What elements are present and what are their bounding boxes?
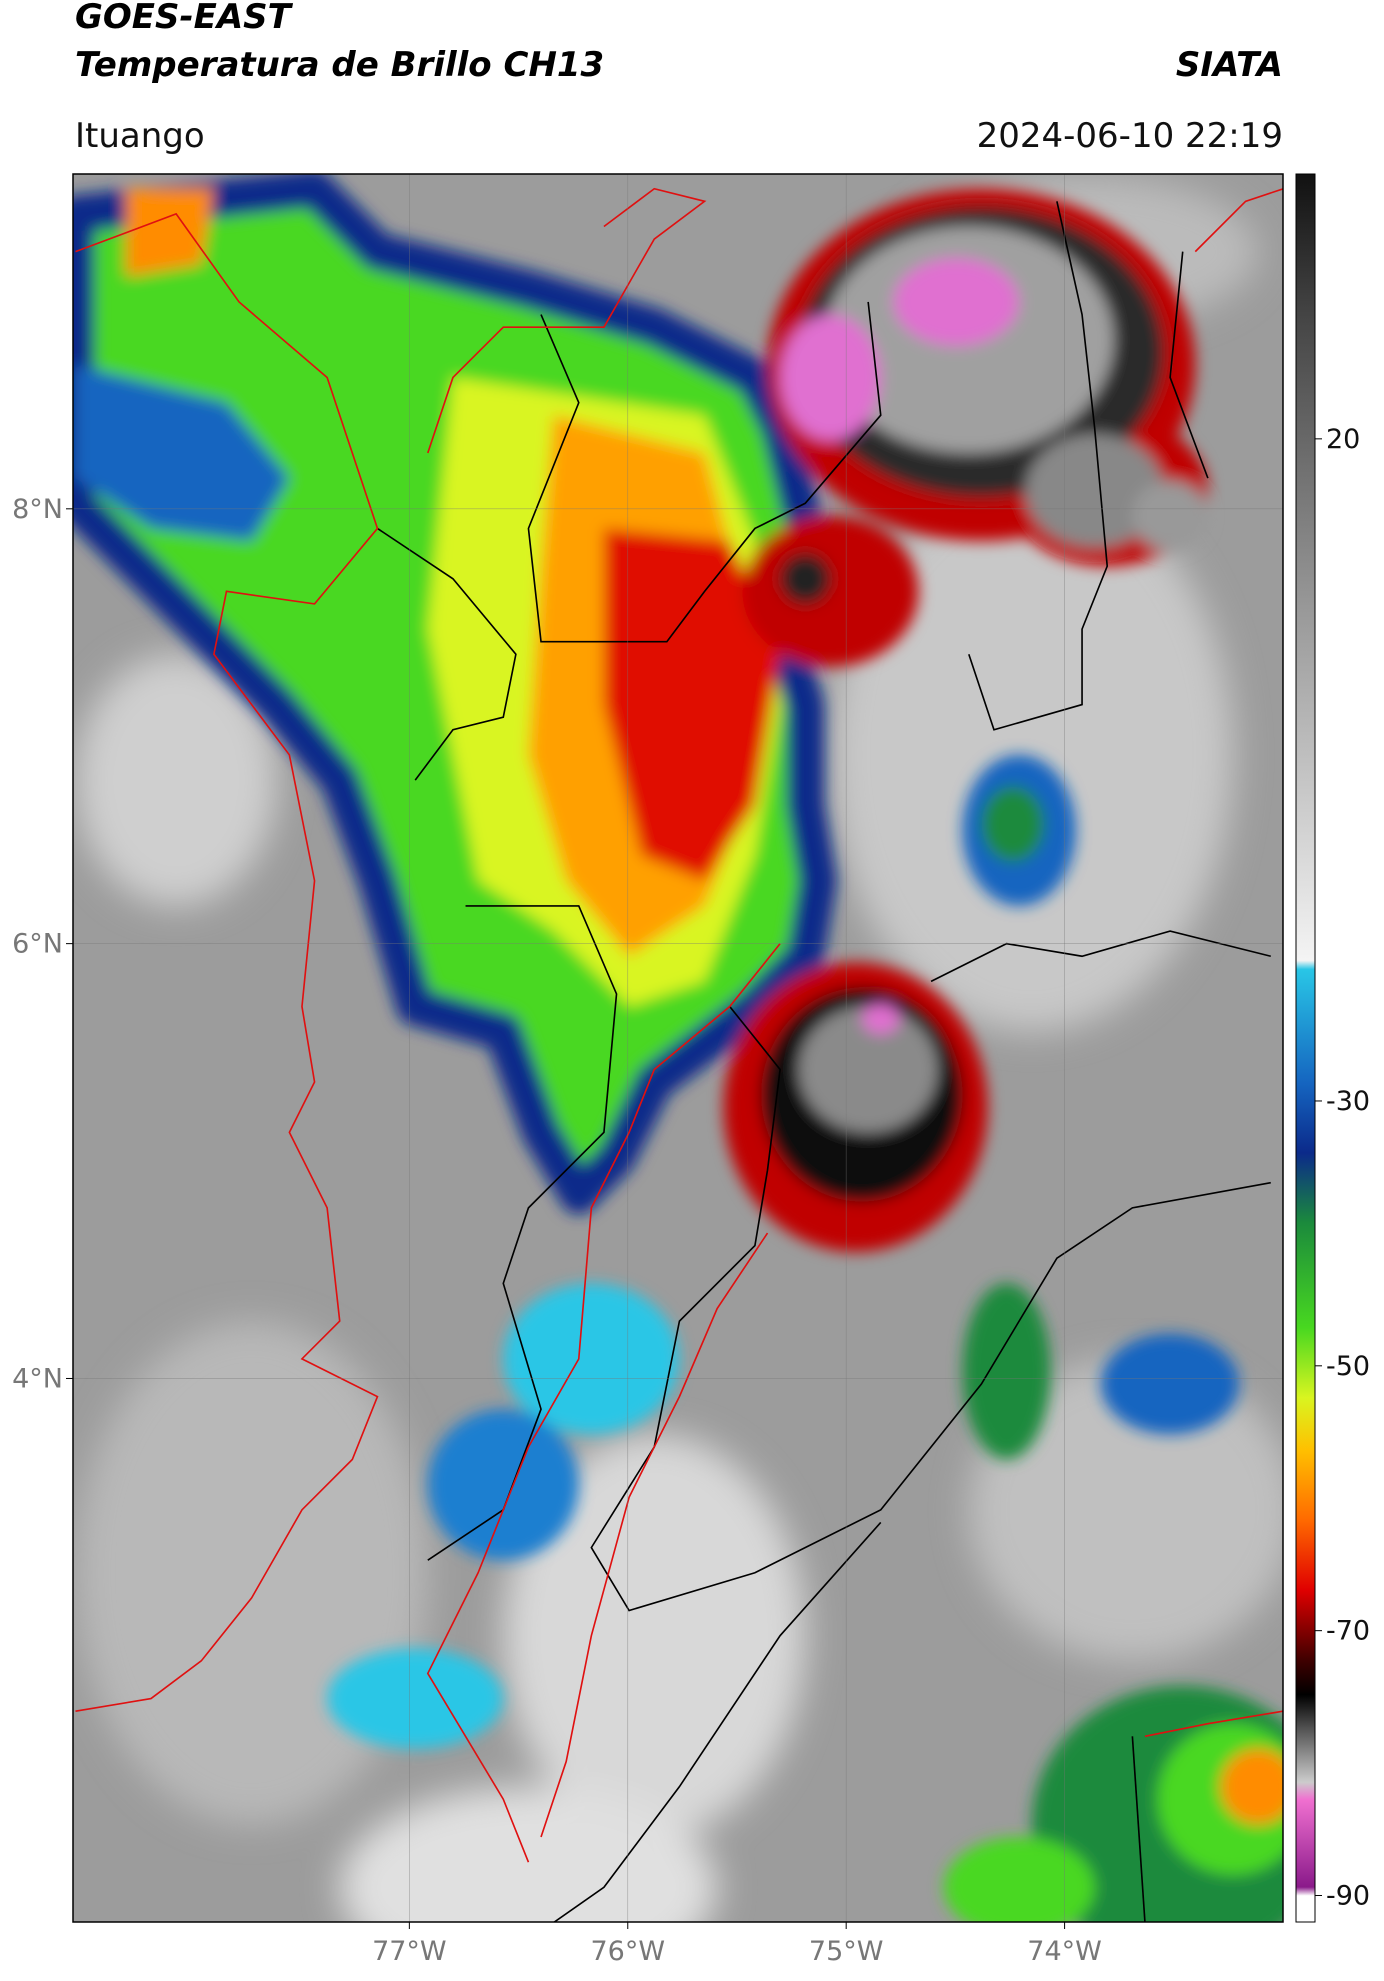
lat-label: 6°N (12, 929, 63, 960)
location: Ituango (75, 116, 205, 156)
lat-label: 8°N (12, 494, 63, 525)
colorbar-label: -70 (1326, 1616, 1370, 1647)
subtitle: Temperatura de Brillo CH13 (75, 45, 604, 85)
colorbar-label: -90 (1326, 1881, 1370, 1912)
lon-label: 75°W (809, 1936, 884, 1967)
colorbar-label: 20 (1326, 424, 1360, 455)
lon-label: 77°W (372, 1936, 447, 1967)
datetime: 2024-06-10 22:19 (977, 116, 1283, 156)
title: GOES-EAST (75, 0, 294, 37)
map-frame (72, 173, 1284, 1923)
lon-label: 76°W (590, 1936, 665, 1967)
colorbar (1295, 173, 1316, 1923)
lat-label: 4°N (12, 1363, 63, 1394)
colorbar-label: -50 (1326, 1351, 1370, 1382)
satellite-image (73, 174, 1283, 1922)
lon-label: 74°W (1027, 1936, 1102, 1967)
source: SIATA (1176, 45, 1283, 85)
colorbar-label: -30 (1326, 1086, 1370, 1117)
